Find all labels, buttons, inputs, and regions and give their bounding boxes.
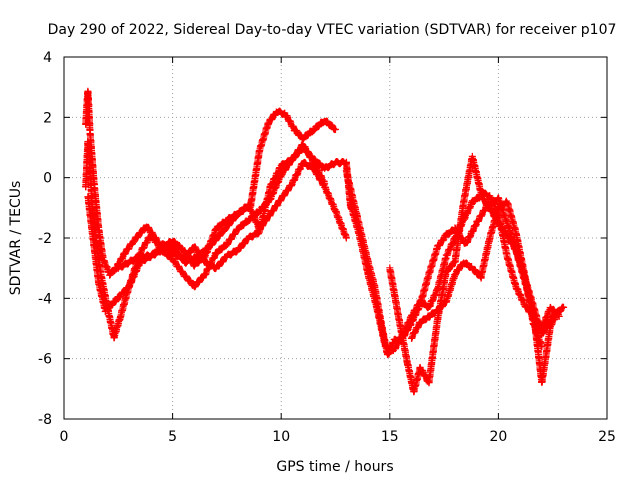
data-point [315,122,323,130]
x-tick-label: 0 [60,429,69,445]
x-tick-label: 20 [489,429,507,445]
data-point [293,127,301,135]
series-track-d [114,143,355,273]
x-tick-label: 10 [272,429,290,445]
y-tick-label: 2 [43,110,52,126]
y-tick-label: -6 [38,352,52,368]
data-point [300,135,308,143]
data-point [234,211,242,219]
data-point [332,125,339,133]
data-point [190,262,198,270]
data-point [213,249,221,257]
x-tick-label: 15 [381,429,399,445]
data-point [121,288,129,296]
x-tick-label: 5 [168,429,177,445]
data-point [116,292,124,300]
x-axis-title: GPS time / hours [276,459,393,475]
y-tick-label: 4 [43,50,52,66]
data-point [246,216,254,224]
data-point [235,225,243,233]
data-point [217,222,225,230]
data-point [212,226,220,234]
axes: 0 5 10 15 20 25 -8 -6 -4 -2 0 2 4 [38,50,616,445]
y-tick-label: -2 [38,231,52,247]
chart-title: Day 290 of 2022, Sidereal Day-to-day VTE… [48,22,617,38]
series-track-b [82,87,339,279]
data-point [310,126,318,134]
data-marks [82,87,568,396]
data-point [239,207,247,215]
data-point [108,301,116,309]
data-point [112,297,120,305]
y-axis-title: SDTVAR / TECUs [8,181,24,296]
y-tick-label: -8 [38,412,52,428]
series-track-a [82,137,329,342]
data-point [101,307,109,315]
data-point [240,221,248,229]
data-point [106,271,114,279]
data-point [218,245,226,253]
data-point [304,131,312,139]
x-tick-label: 25 [598,429,616,445]
y-tick-label: -4 [38,291,52,307]
y-tick-label: 0 [43,171,52,187]
